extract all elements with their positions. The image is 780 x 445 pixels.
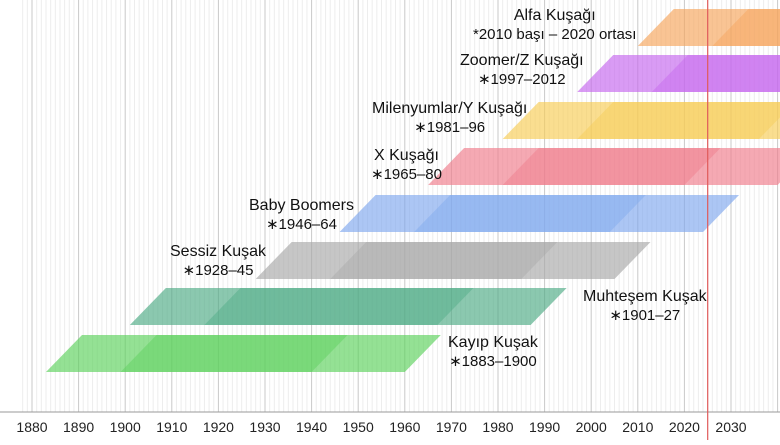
generation-years: ∗1965–80 xyxy=(371,166,442,183)
tick-label: 1920 xyxy=(203,419,234,435)
tick-label: 2020 xyxy=(669,419,700,435)
tick-label: 1960 xyxy=(389,419,420,435)
generation-core-kayip xyxy=(120,335,348,372)
generation-core-muhtesem xyxy=(204,288,474,325)
generation-name: Baby Boomers xyxy=(249,197,354,214)
generation-band-x xyxy=(428,148,780,185)
tick-label: 2030 xyxy=(715,419,746,435)
generation-band-alfa xyxy=(637,9,780,46)
label-boomers: Baby Boomers ∗1946–64 xyxy=(249,196,354,234)
generation-core-sessiz xyxy=(330,242,558,279)
tick-label: 1990 xyxy=(529,419,560,435)
label-kayip: Kayıp Kuşak ∗1883–1900 xyxy=(448,333,538,371)
generation-years: ∗1928–45 xyxy=(182,262,254,279)
label-x: X Kuşağı ∗1965–80 xyxy=(371,146,442,184)
tick-label: 1910 xyxy=(156,419,187,435)
generation-name: Sessiz Kuşak xyxy=(170,243,267,260)
generation-band-y xyxy=(502,102,780,139)
label-y: Milenyumlar/Y Kuşağı ∗1981–96 xyxy=(372,99,527,137)
generation-core-y xyxy=(577,102,780,139)
label-z: Zoomer/Z Kuşağı ∗1997–2012 xyxy=(460,51,584,89)
generation-name: X Kuşağı xyxy=(374,147,439,164)
generation-name: Zoomer/Z Kuşağı xyxy=(460,52,584,69)
generation-band-z xyxy=(577,55,780,92)
label-sessiz: Sessiz Kuşak ∗1928–45 xyxy=(170,242,266,280)
label-muhtesem: Muhteşem Kuşak ∗1901–27 xyxy=(583,287,707,325)
generation-band-boomers xyxy=(339,195,740,232)
generation-name: Milenyumlar/Y Kuşağı xyxy=(372,100,528,117)
tick-label: 1900 xyxy=(110,419,141,435)
generation-band-kayip xyxy=(45,335,441,372)
generation-core-x xyxy=(502,148,721,185)
generation-core-boomers xyxy=(414,195,646,232)
generation-years: ∗1981–96 xyxy=(414,119,486,136)
generation-band-sessiz xyxy=(255,242,651,279)
tick-label: 1970 xyxy=(436,419,467,435)
tick-label: 1940 xyxy=(296,419,327,435)
tick-label: 1880 xyxy=(16,419,47,435)
generation-years: *2010 başı – 2020 ortası xyxy=(473,26,637,43)
tick-label: 1950 xyxy=(343,419,374,435)
tick-label: 1980 xyxy=(482,419,513,435)
generation-core-z xyxy=(651,55,780,92)
generation-name: Kayıp Kuşak xyxy=(448,334,538,351)
generation-years: ∗1883–1900 xyxy=(449,353,537,370)
tick-label: 2010 xyxy=(622,419,653,435)
generation-band-muhtesem xyxy=(129,288,567,325)
generation-years: ∗1997–2012 xyxy=(477,71,566,88)
generation-name: Muhteşem Kuşak xyxy=(583,288,707,305)
tick-label: 2000 xyxy=(576,419,607,435)
label-alfa: Alfa Kuşağı *2010 başı – 2020 ortası xyxy=(473,6,636,44)
tick-label: 1890 xyxy=(63,419,94,435)
generation-years: ∗1901–27 xyxy=(609,307,681,324)
generation-years: ∗1946–64 xyxy=(265,216,337,233)
generation-name: Alfa Kuşağı xyxy=(513,7,596,24)
generation-core-alfa xyxy=(712,9,780,46)
tick-label: 1930 xyxy=(249,419,280,435)
